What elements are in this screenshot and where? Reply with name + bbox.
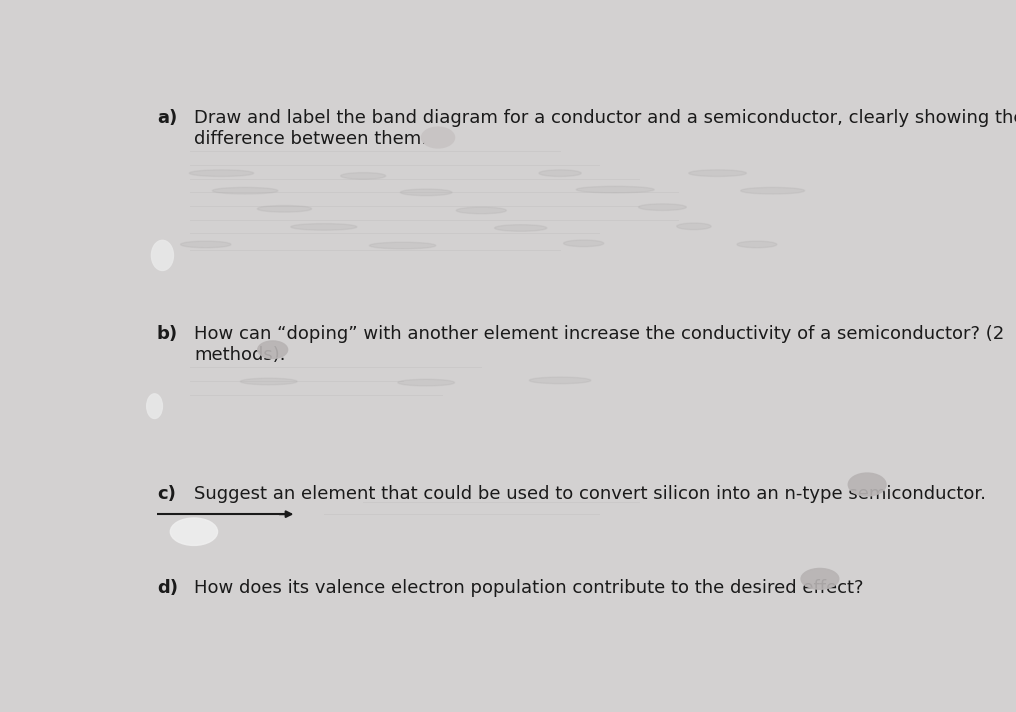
Ellipse shape <box>677 223 711 230</box>
Ellipse shape <box>291 224 357 230</box>
Text: How can “doping” with another element increase the conductivity of a semiconduct: How can “doping” with another element in… <box>194 325 1004 343</box>
Ellipse shape <box>639 204 686 211</box>
Ellipse shape <box>801 568 839 590</box>
Ellipse shape <box>689 170 747 177</box>
Text: How does its valence electron population contribute to the desired effect?: How does its valence electron population… <box>194 579 864 597</box>
Ellipse shape <box>400 189 452 196</box>
Ellipse shape <box>370 242 436 248</box>
Text: difference between them.: difference between them. <box>194 130 427 148</box>
Ellipse shape <box>181 241 231 248</box>
Ellipse shape <box>564 240 604 246</box>
Ellipse shape <box>529 377 590 384</box>
Ellipse shape <box>146 394 163 419</box>
Text: Suggest an element that could be used to convert silicon into an n-type semicond: Suggest an element that could be used to… <box>194 485 986 503</box>
Ellipse shape <box>538 170 581 177</box>
Text: d): d) <box>156 579 178 597</box>
Ellipse shape <box>241 378 297 384</box>
Text: methods).: methods). <box>194 347 285 365</box>
Text: a): a) <box>156 109 177 127</box>
Ellipse shape <box>212 187 277 194</box>
Ellipse shape <box>151 241 174 271</box>
Ellipse shape <box>340 172 386 179</box>
Text: Draw and label the band diagram for a conductor and a semiconductor, clearly sho: Draw and label the band diagram for a co… <box>194 109 1016 127</box>
Ellipse shape <box>422 127 454 148</box>
Ellipse shape <box>741 187 805 194</box>
Ellipse shape <box>737 241 777 248</box>
Ellipse shape <box>171 518 217 545</box>
Ellipse shape <box>189 170 254 177</box>
Text: c): c) <box>156 485 176 503</box>
Ellipse shape <box>258 341 288 358</box>
Ellipse shape <box>576 187 654 193</box>
Ellipse shape <box>398 379 454 386</box>
Ellipse shape <box>495 225 547 231</box>
Ellipse shape <box>257 206 312 212</box>
Ellipse shape <box>456 207 506 214</box>
Ellipse shape <box>848 473 886 496</box>
Text: b): b) <box>156 325 178 343</box>
